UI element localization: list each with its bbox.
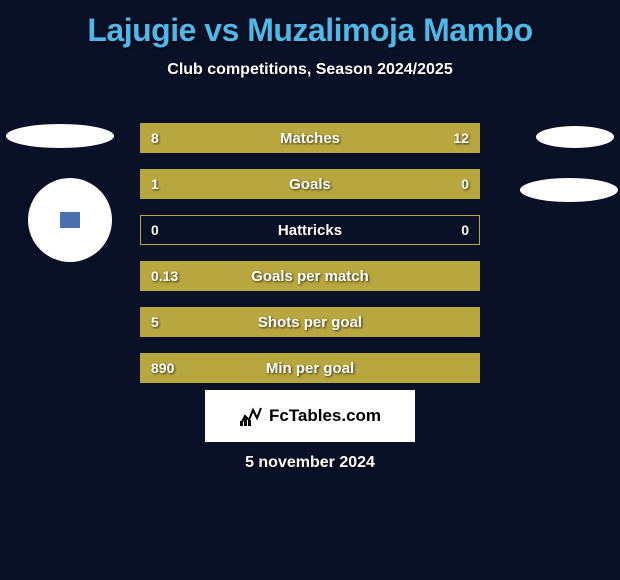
stat-row: Goals per match0.13 bbox=[140, 261, 480, 291]
stat-row: Matches8 12 bbox=[140, 123, 480, 153]
player2-badge-bottom bbox=[520, 178, 618, 202]
stat-value-left: 0 bbox=[151, 216, 159, 244]
stat-row: Goals1 0 bbox=[140, 169, 480, 199]
stat-value-left: 0.13 bbox=[151, 262, 178, 290]
stat-row: Hattricks0 0 bbox=[140, 215, 480, 245]
stat-label: Min per goal bbox=[141, 354, 479, 382]
stat-value-right: 12 bbox=[453, 124, 469, 152]
stat-value-left: 1 bbox=[151, 170, 159, 198]
stat-value-left: 890 bbox=[151, 354, 174, 382]
stat-value-left: 8 bbox=[151, 124, 159, 152]
page-title: Lajugie vs Muzalimoja Mambo bbox=[0, 0, 620, 49]
stat-label: Goals bbox=[141, 170, 479, 198]
watermark-icon bbox=[239, 406, 263, 426]
watermark: FcTables.com bbox=[205, 390, 415, 442]
stat-value-left: 5 bbox=[151, 308, 159, 336]
stat-row: Shots per goal5 bbox=[140, 307, 480, 337]
stat-value-right: 0 bbox=[461, 170, 469, 198]
date-label: 5 november 2024 bbox=[0, 454, 620, 472]
stat-label: Goals per match bbox=[141, 262, 479, 290]
stat-label: Hattricks bbox=[141, 216, 479, 244]
player2-badge-top bbox=[536, 126, 614, 148]
stat-row: Min per goal890 bbox=[140, 353, 480, 383]
stats-container: Matches812Goals10Hattricks00Goals per ma… bbox=[140, 123, 480, 399]
player1-badge-top bbox=[6, 124, 114, 148]
stat-label: Matches bbox=[141, 124, 479, 152]
stat-value-right: 0 bbox=[461, 216, 469, 244]
watermark-text: FcTables.com bbox=[269, 406, 381, 426]
player1-avatar bbox=[28, 178, 112, 262]
subtitle: Club competitions, Season 2024/2025 bbox=[0, 61, 620, 79]
stat-label: Shots per goal bbox=[141, 308, 479, 336]
